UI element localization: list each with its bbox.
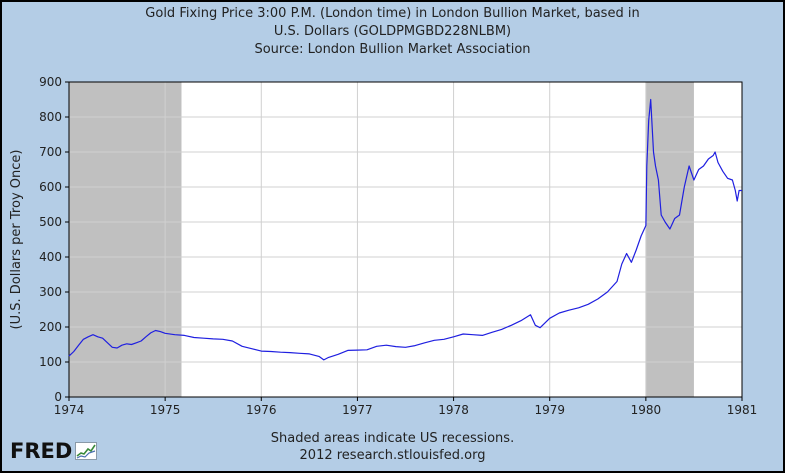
y-tick-label: 600 xyxy=(39,180,62,194)
x-tick-label: 1976 xyxy=(246,403,277,417)
y-tick-label: 700 xyxy=(39,145,62,159)
y-tick-label: 0 xyxy=(54,390,62,404)
recession-band-1 xyxy=(645,82,694,397)
fred-logo-text: FRED xyxy=(10,439,73,463)
y-axis-label: (U.S. Dollars per Troy Once) xyxy=(9,150,24,330)
y-tick-label: 300 xyxy=(39,285,62,299)
recession-band-0 xyxy=(69,82,182,397)
x-tick-label: 1975 xyxy=(150,403,181,417)
fred-graph-icon xyxy=(75,442,98,460)
x-tick-label: 1974 xyxy=(54,403,85,417)
x-tick-labels: 1974 1975 1976 1977 1978 1979 1980 1981 xyxy=(54,397,758,417)
source-credit: 2012 research.stlouisfed.org xyxy=(299,448,486,463)
x-tick-label: 1977 xyxy=(342,403,373,417)
plot-border xyxy=(68,81,743,398)
series-line-0 xyxy=(68,98,742,361)
chart-title-line-3: Source: London Bullion Market Associatio… xyxy=(254,42,531,57)
y-tick-label: 800 xyxy=(39,110,62,124)
fred-logo: FRED xyxy=(10,439,98,463)
y-tick-label: 500 xyxy=(39,215,62,229)
y-tick-label: 900 xyxy=(39,75,62,89)
x-tick-label: 1981 xyxy=(727,403,758,417)
y-tick-label: 100 xyxy=(39,355,62,369)
y-tick-label: 200 xyxy=(39,320,62,334)
chart-title-line-2: U.S. Dollars (GOLDPMGBD228NLBM) xyxy=(273,24,512,39)
x-tick-label: 1978 xyxy=(438,403,469,417)
x-tick-label: 1979 xyxy=(534,403,565,417)
chart-title-line-1: Gold Fixing Price 3:00 P.M. (London time… xyxy=(145,6,640,21)
y-tick-label: 400 xyxy=(39,250,62,264)
series-layer xyxy=(68,98,742,361)
recession-note: Shaded areas indicate US recessions. xyxy=(270,431,515,446)
x-tick-label: 1980 xyxy=(631,403,662,417)
y-tick-labels: 0 100 200 300 400 500 600 700 800 900 xyxy=(39,75,69,404)
